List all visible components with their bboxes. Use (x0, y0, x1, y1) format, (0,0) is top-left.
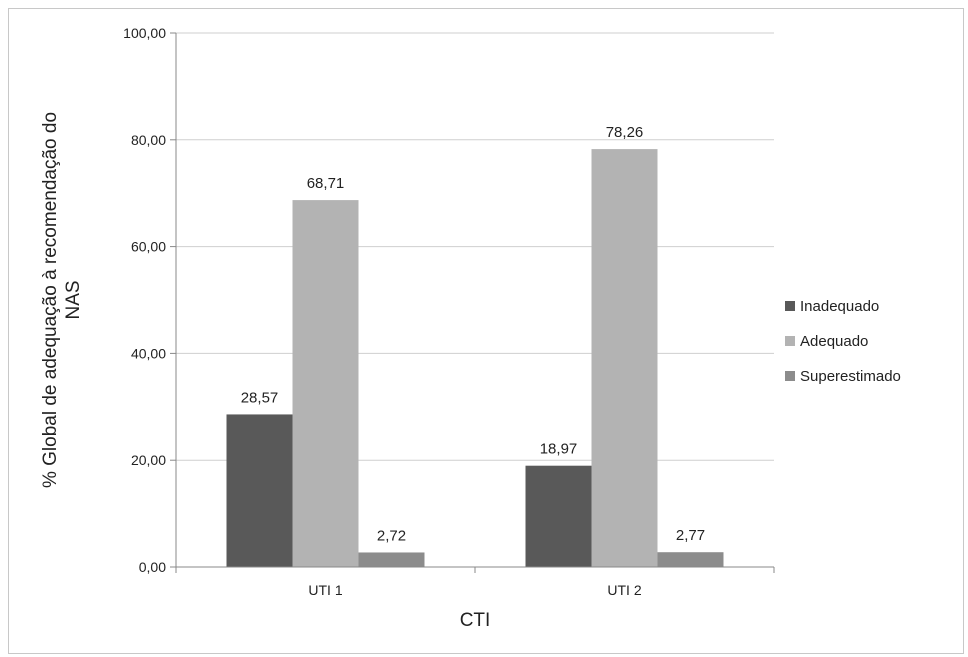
bars (226, 149, 724, 567)
y-axis-title-line-1: % Global de adequação à recomendação do (40, 112, 61, 488)
x-axis-title: CTI (460, 610, 491, 631)
bar (226, 414, 293, 567)
legend-swatch (785, 301, 795, 311)
x-tick-label: UTI 2 (607, 582, 641, 598)
data-label: 78,26 (606, 124, 644, 141)
legend-swatch (785, 336, 795, 346)
y-axis-ticks: 0,00 20,00 40,00 60,00 80,00 100,00 (123, 25, 176, 575)
y-tick-label: 100,00 (123, 25, 166, 41)
legend-swatch (785, 371, 795, 381)
bar (525, 465, 592, 567)
data-label: 28,57 (241, 389, 279, 406)
legend-label: Superestimado (800, 368, 901, 385)
chart-border (8, 8, 964, 654)
x-axis-ticks: UTI 1 UTI 2 (175, 567, 775, 598)
y-axis-title: % Global de adequação à recomendação do … (40, 112, 84, 488)
legend-label: Inadequado (800, 298, 879, 315)
data-label: 18,97 (540, 441, 578, 458)
data-label: 2,72 (377, 527, 406, 544)
x-tick-label: UTI 1 (308, 582, 342, 598)
data-label: 2,77 (676, 527, 705, 544)
data-label: 68,71 (307, 175, 345, 192)
bar (358, 552, 425, 567)
y-tick-label: 80,00 (131, 132, 166, 148)
gridlines (176, 32, 774, 461)
y-tick-label: 20,00 (131, 452, 166, 468)
y-axis-title-line-2: NAS (63, 280, 84, 319)
y-tick-label: 60,00 (131, 239, 166, 255)
y-tick-label: 40,00 (131, 345, 166, 361)
bar (591, 149, 658, 567)
bar (292, 200, 359, 567)
legend: Inadequado Adequado Superestimado (785, 298, 901, 385)
y-tick-label: 0,00 (139, 559, 166, 575)
legend-label: Adequado (800, 333, 868, 350)
data-labels: 28,57 68,71 2,72 18,97 78,26 2,77 (241, 124, 705, 544)
bar (657, 552, 724, 567)
